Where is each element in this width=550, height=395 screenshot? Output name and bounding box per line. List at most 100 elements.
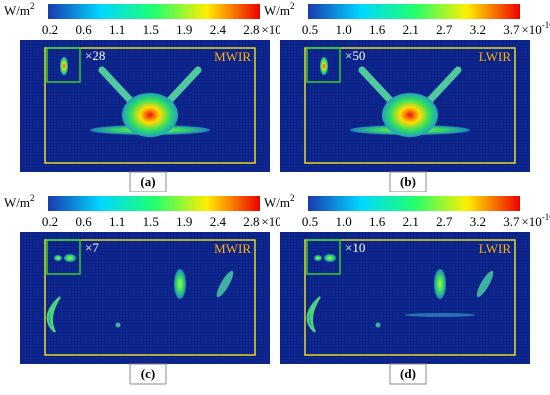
colorbar-tick-label: 1.9: [176, 22, 192, 37]
label-box: [129, 363, 167, 385]
target: [216, 270, 234, 298]
unit: W/m: [264, 3, 290, 18]
magnification: ×28: [85, 48, 105, 63]
unit-power: 2: [30, 1, 35, 11]
colorbar-tick-label: 1.5: [143, 214, 159, 229]
colorbar-tick-label: 1.6: [369, 214, 386, 229]
unit-label: W/m2: [264, 193, 295, 210]
colorbar-tick-label: 2.7: [436, 214, 453, 229]
crescent: [306, 296, 321, 333]
colorbar-tick-label: 3.2: [470, 22, 486, 37]
inset-target: [64, 254, 76, 262]
colorbar-tick-label: 1.1: [109, 22, 125, 37]
panel-label: (d): [400, 366, 416, 381]
panel: W/m20.51.01.62.12.73.23.7×10-10×10LWIR(d…: [264, 192, 550, 385]
inset-target: [324, 254, 336, 262]
colorbar-tick-label: 0.5: [302, 214, 318, 229]
inset-target: [320, 57, 328, 75]
colorbar-tick-label: 0.5: [302, 22, 318, 37]
region-box: [44, 47, 256, 164]
colorbar-tick-label: 2.8: [243, 22, 259, 37]
scale-power: -10: [542, 212, 550, 222]
colorbar-tick-label: 2.1: [403, 22, 419, 37]
panel-label: (a): [140, 174, 155, 189]
thermal-image: [280, 214, 530, 364]
colorbar-tick-label: 2.1: [403, 214, 419, 229]
colorbar-tick-label: 2.8: [243, 214, 259, 229]
arm: [98, 66, 134, 104]
body: [382, 93, 438, 137]
colorbar: [48, 4, 260, 19]
arm: [166, 66, 202, 104]
target: [115, 322, 121, 328]
unit-power: 2: [30, 193, 35, 203]
scale: ×10: [521, 214, 541, 229]
band-label: LWIR: [479, 241, 512, 256]
colorbar-tick-label: 1.6: [369, 22, 386, 37]
colorbar-tick-label: 2.4: [210, 22, 227, 37]
crescent: [46, 296, 61, 333]
unit: W/m: [4, 195, 30, 210]
colorbar: [308, 4, 520, 19]
colorbar-tick-label: 2.4: [210, 214, 227, 229]
unit: W/m: [4, 3, 30, 18]
inset-box: [46, 47, 81, 83]
target: [476, 270, 494, 298]
label-box: [389, 363, 427, 385]
target: [434, 269, 446, 299]
inset-target: [314, 255, 322, 261]
arm: [358, 66, 394, 104]
colorbar-tick-label: 0.6: [75, 214, 92, 229]
target: [375, 322, 381, 328]
inset-box: [306, 47, 341, 83]
unit-label: W/m2: [264, 1, 295, 18]
unit-label: W/m2: [4, 1, 35, 18]
thermal-image: [20, 214, 270, 364]
colorbar: [308, 196, 520, 211]
colorbar-tick-label: 0.2: [42, 22, 58, 37]
inset-target: [54, 255, 62, 261]
colorbar-tick-label: 3.7: [503, 214, 520, 229]
band-label: MWIR: [214, 241, 251, 256]
unit: W/m: [264, 195, 290, 210]
colorbar-tick-label: 3.2: [470, 214, 486, 229]
colorbar-tick-label: 2.7: [436, 22, 453, 37]
colorbar-tick-label: 1.9: [176, 214, 192, 229]
unit-power: 2: [290, 193, 295, 203]
body: [122, 93, 178, 137]
inset-box: [46, 239, 81, 275]
magnification: ×10: [345, 240, 365, 255]
colorbar-tick-label: 1.5: [143, 22, 159, 37]
unit-power: 2: [290, 1, 295, 11]
region-box: [44, 239, 256, 356]
magnification: ×7: [85, 240, 99, 255]
band-label: LWIR: [479, 49, 512, 64]
scale: ×10: [261, 214, 281, 229]
panel-label: (c): [141, 366, 155, 381]
scale: ×10: [521, 22, 541, 37]
magnification: ×50: [345, 48, 365, 63]
inset-target: [60, 57, 68, 75]
colorbar-tick-label: 1.1: [109, 214, 125, 229]
target: [405, 313, 475, 317]
panel-label: (b): [400, 174, 416, 189]
colorbar-tick-label: 0.6: [75, 22, 92, 37]
region-box: [304, 47, 516, 164]
unit-label: W/m2: [4, 193, 35, 210]
panel: W/m20.51.01.62.12.73.23.7×10-10×50LWIR(b…: [264, 0, 550, 193]
scale: ×10: [261, 22, 281, 37]
colorbar-scale: ×10-10: [521, 212, 550, 229]
inset-box: [306, 239, 341, 275]
scale-power: -10: [542, 20, 550, 30]
colorbar-tick-label: 1.0: [335, 22, 351, 37]
target: [174, 269, 186, 299]
region-box: [304, 239, 516, 356]
colorbar-tick-label: 3.7: [503, 22, 520, 37]
band-label: MWIR: [214, 49, 251, 64]
colorbar-tick-label: 1.0: [335, 214, 351, 229]
colorbar-scale: ×10-10: [521, 20, 550, 37]
colorbar-tick-label: 0.2: [42, 214, 58, 229]
